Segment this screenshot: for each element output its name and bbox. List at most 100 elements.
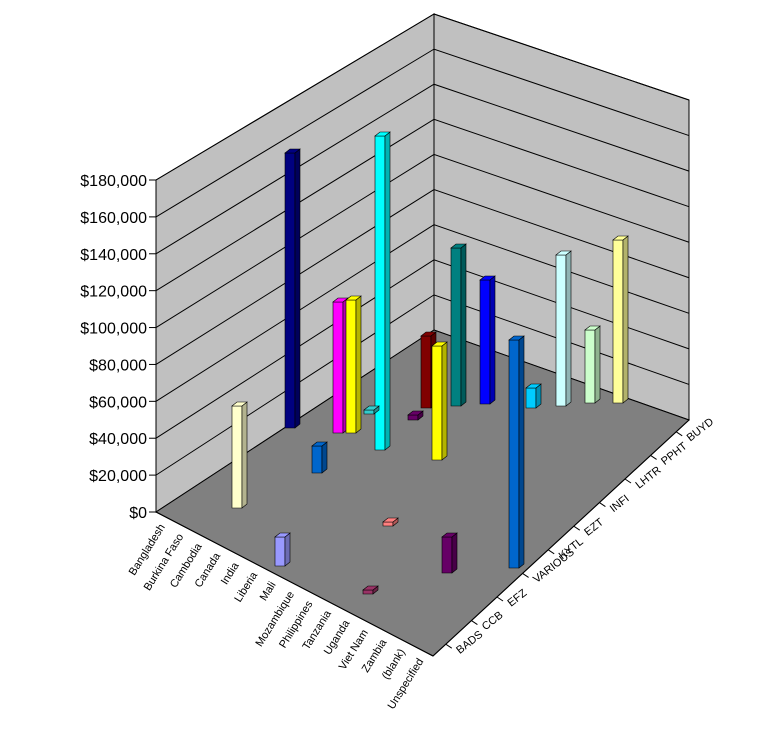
bar-top-face (431, 341, 448, 347)
depth-series-label: INFI (608, 493, 632, 515)
y-tick-label: $80,000 (89, 357, 147, 374)
bar-top-face (584, 325, 601, 331)
bar-side-face (321, 441, 328, 474)
bar-front-face (332, 301, 344, 434)
y-tick-label: $20,000 (89, 468, 147, 485)
gridline (155, 13, 690, 181)
y-tick-label: $180,000 (80, 173, 147, 190)
bar (508, 335, 525, 569)
depth-series-label: LHTR (633, 464, 663, 491)
bar-front-face (420, 335, 432, 409)
axes (155, 180, 690, 657)
depth-tick-mark (675, 431, 683, 437)
bar-top-face (274, 532, 291, 538)
x-category-label: Mali (258, 580, 279, 603)
bar-side-face (460, 243, 467, 407)
bar (584, 325, 601, 404)
y-tick-label: $120,000 (80, 284, 147, 301)
depth-series-label: CCB (480, 609, 506, 633)
bar-side-face (284, 532, 291, 567)
bar-front-face (555, 254, 567, 407)
bar-front-face (345, 299, 357, 434)
bar (362, 585, 379, 595)
depth-tick-mark (471, 620, 478, 626)
bar (231, 401, 248, 509)
bar-front-face (374, 135, 386, 451)
depth-series-label: BADS (454, 629, 485, 657)
bar (441, 532, 458, 574)
bar-front-face (363, 409, 375, 415)
bar (525, 383, 542, 409)
bar-top-face (508, 335, 525, 341)
bar-top-face (382, 517, 399, 523)
bar-top-face (441, 532, 458, 538)
depth-axis-line (432, 419, 690, 657)
bar-top-face (311, 441, 328, 447)
bar-top-face (612, 235, 629, 241)
depth-tick-mark (650, 454, 657, 460)
bar-top-face (420, 331, 437, 337)
bar-top-face (479, 275, 496, 281)
depth-tick-mark (624, 478, 632, 484)
bar-top-face (284, 148, 301, 154)
depth-tick-mark (445, 643, 453, 649)
bar (284, 148, 301, 429)
bar-side-face (294, 148, 301, 429)
bar-side-face (441, 341, 448, 461)
gridline (155, 224, 690, 402)
bar-front-face (450, 247, 462, 407)
bar-front-face (231, 405, 243, 509)
bar (431, 341, 448, 461)
bar (450, 243, 467, 407)
y-axis-ticks: $0 $20,000 $40,000 $60,000 $80,000 $100,000 $1… (80, 173, 156, 522)
y-tick-label: $100,000 (80, 321, 147, 338)
bar-front-face (584, 329, 596, 404)
bars (231, 131, 629, 595)
bar (555, 250, 572, 407)
bar-front-face (612, 239, 624, 404)
x-axis-line (155, 511, 434, 657)
depth-series-label: EFZ (505, 587, 529, 609)
depth-tick-mark (599, 502, 606, 508)
bar (311, 441, 328, 474)
gridline (155, 48, 690, 218)
y-tick-label: $40,000 (89, 431, 147, 448)
bar-front-face (479, 279, 491, 405)
bar (374, 131, 391, 451)
gridline (155, 189, 690, 365)
bar-front-face (274, 536, 286, 567)
bar (479, 275, 496, 405)
y-tick-label: $60,000 (89, 394, 147, 411)
bar-side-face (451, 532, 458, 574)
depth-tick-mark (547, 549, 555, 555)
bar-top-face (231, 401, 248, 407)
bar (612, 235, 629, 404)
bar (363, 405, 380, 415)
depth-tick-mark (522, 572, 529, 578)
bar-front-face (431, 345, 443, 461)
bar-top-face (332, 297, 349, 303)
depth-series-label: PPHT (659, 440, 690, 468)
bar-front-face (441, 536, 453, 574)
bar (274, 532, 291, 567)
bar-top-face (555, 250, 572, 256)
bar-side-face (594, 325, 601, 404)
bar-top-face (450, 243, 467, 249)
bar-side-face (355, 295, 362, 434)
bar-side-face (384, 131, 391, 451)
bar-top-face (345, 295, 362, 301)
bar-side-face (518, 335, 525, 569)
gridline (155, 83, 690, 255)
bar-front-face (311, 445, 323, 474)
x-category-label: India (219, 560, 242, 587)
bar-top-face (374, 131, 391, 137)
bar-side-face (622, 235, 629, 404)
gridline (155, 294, 690, 476)
y-tick-label: $140,000 (80, 247, 147, 264)
bar-front-face (407, 414, 419, 421)
y-tick-label: $0 (129, 505, 147, 522)
depth-tick-mark (573, 525, 581, 531)
bar-front-face (525, 387, 537, 409)
bar-side-face (489, 275, 496, 405)
